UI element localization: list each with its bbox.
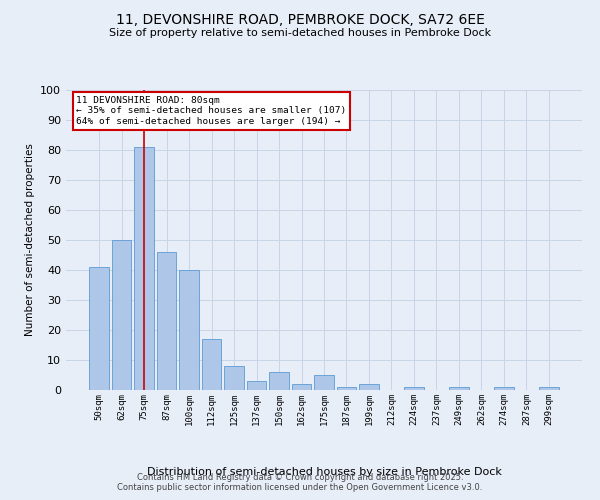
- Bar: [224, 366, 244, 390]
- Text: 11, DEVONSHIRE ROAD, PEMBROKE DOCK, SA72 6EE: 11, DEVONSHIRE ROAD, PEMBROKE DOCK, SA72…: [116, 12, 484, 26]
- Bar: [337, 387, 356, 390]
- Bar: [494, 387, 514, 390]
- Text: 11 DEVONSHIRE ROAD: 80sqm
← 35% of semi-detached houses are smaller (107)
64% of: 11 DEVONSHIRE ROAD: 80sqm ← 35% of semi-…: [76, 96, 347, 126]
- X-axis label: Distribution of semi-detached houses by size in Pembroke Dock: Distribution of semi-detached houses by …: [146, 466, 502, 476]
- Bar: [539, 387, 559, 390]
- Bar: [359, 384, 379, 390]
- Bar: [314, 375, 334, 390]
- Text: Contains HM Land Registry data © Crown copyright and database right 2025.
Contai: Contains HM Land Registry data © Crown c…: [118, 473, 482, 492]
- Bar: [247, 381, 266, 390]
- Bar: [89, 267, 109, 390]
- Bar: [404, 387, 424, 390]
- Bar: [157, 252, 176, 390]
- Bar: [202, 339, 221, 390]
- Text: Size of property relative to semi-detached houses in Pembroke Dock: Size of property relative to semi-detach…: [109, 28, 491, 38]
- Bar: [269, 372, 289, 390]
- Bar: [134, 147, 154, 390]
- Bar: [179, 270, 199, 390]
- Y-axis label: Number of semi-detached properties: Number of semi-detached properties: [25, 144, 35, 336]
- Bar: [449, 387, 469, 390]
- Bar: [112, 240, 131, 390]
- Bar: [292, 384, 311, 390]
